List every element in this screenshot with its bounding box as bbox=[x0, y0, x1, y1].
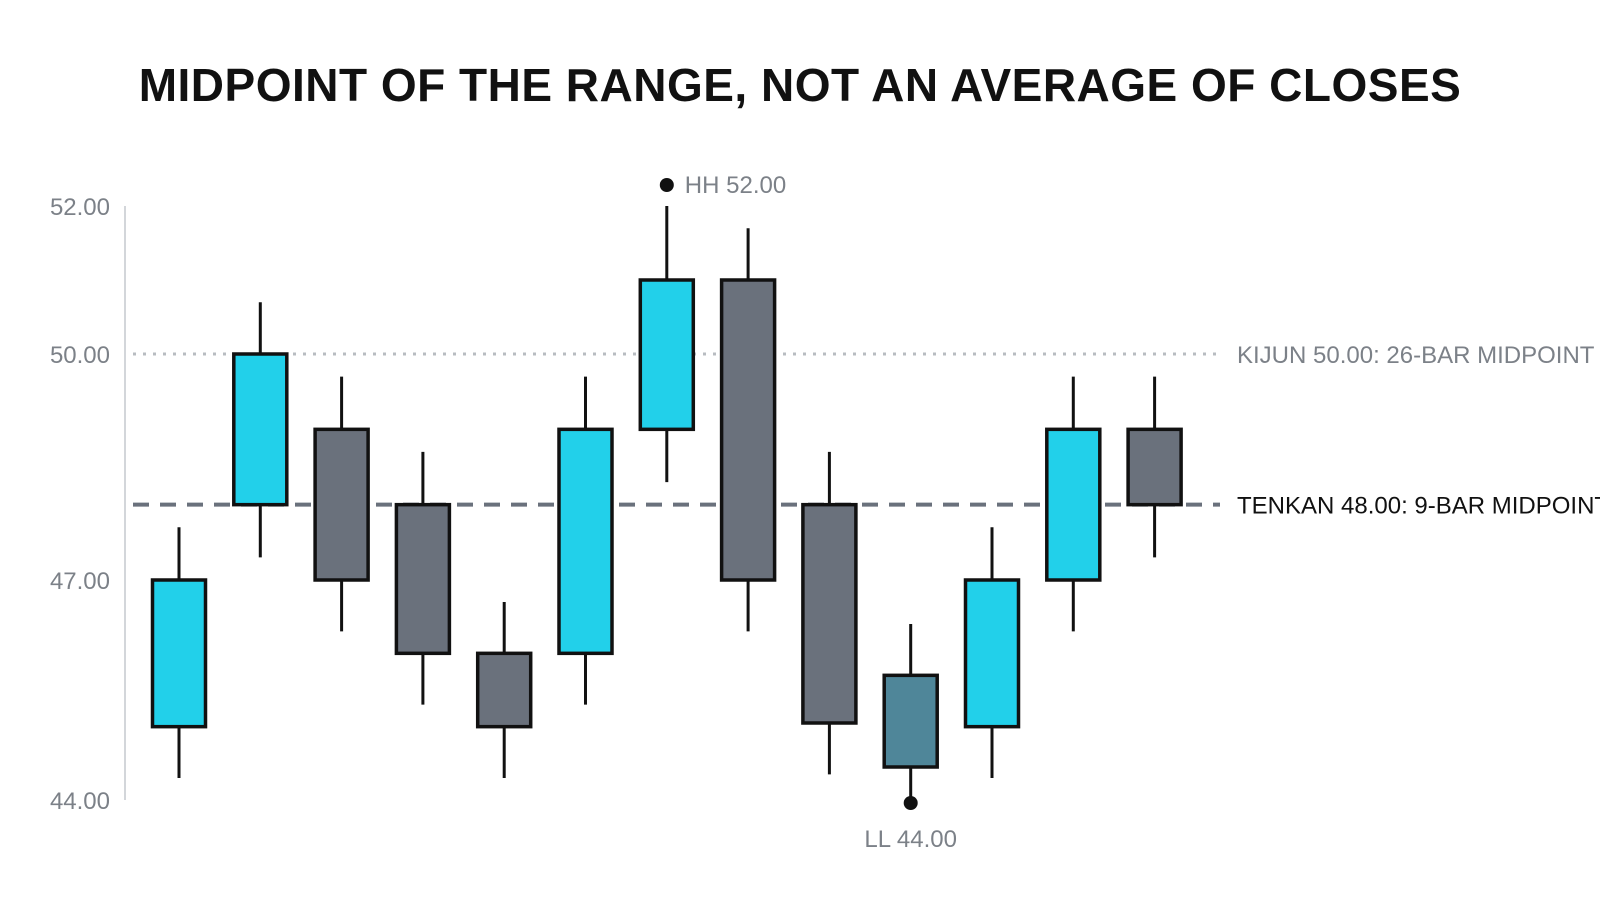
candle bbox=[963, 527, 1021, 778]
candle bbox=[232, 302, 289, 558]
y-axis: 44.00 47.00 50.00 52.00 bbox=[50, 194, 126, 815]
hh-marker bbox=[659, 178, 674, 192]
candle-body bbox=[313, 427, 370, 582]
candle-body bbox=[150, 578, 208, 729]
y-tick-label: 50.00 bbox=[50, 342, 110, 369]
candle bbox=[882, 624, 939, 800]
candles bbox=[150, 206, 1183, 800]
candle bbox=[801, 451, 858, 775]
ll-label: LL 44.00 bbox=[864, 826, 957, 853]
candle bbox=[1126, 376, 1183, 558]
y-tick-label: 44.00 bbox=[50, 788, 110, 815]
y-tick-label: 47.00 bbox=[50, 568, 110, 595]
candle-body bbox=[232, 352, 289, 507]
y-tick-label: 52.00 bbox=[50, 194, 110, 221]
candle bbox=[313, 376, 370, 632]
candle bbox=[475, 602, 533, 778]
reference-lines: KIJUN 50.00: 26-BAR MIDPOINT TENKAN 48.00… bbox=[133, 342, 1600, 520]
hh-label: HH 52.00 bbox=[685, 172, 786, 199]
candle-body bbox=[638, 278, 696, 432]
kijun-label: KIJUN 50.00: 26-BAR MIDPOINT bbox=[1237, 342, 1595, 369]
candle bbox=[394, 451, 452, 705]
candle bbox=[1045, 376, 1102, 632]
candle-body bbox=[801, 502, 858, 725]
candle-body bbox=[719, 278, 777, 582]
ll-marker bbox=[903, 796, 918, 810]
candle-body bbox=[1045, 427, 1102, 582]
chart-title: MIDPOINT OF THE RANGE, NOT AN AVERAGE OF… bbox=[138, 59, 1462, 111]
candle-body bbox=[475, 651, 533, 729]
annotations: HH 52.00 LL 44.00 bbox=[659, 172, 957, 853]
candle-body bbox=[394, 502, 452, 656]
candle-body bbox=[882, 673, 939, 769]
candle-body bbox=[1126, 427, 1183, 507]
tenkan-label: TENKAN 48.00: 9-BAR MIDPOINT bbox=[1237, 493, 1600, 520]
candle bbox=[719, 228, 777, 632]
candle bbox=[150, 527, 208, 778]
candle-body bbox=[557, 427, 614, 656]
candle bbox=[638, 206, 696, 483]
candle bbox=[557, 376, 614, 705]
candle-body bbox=[963, 578, 1021, 729]
